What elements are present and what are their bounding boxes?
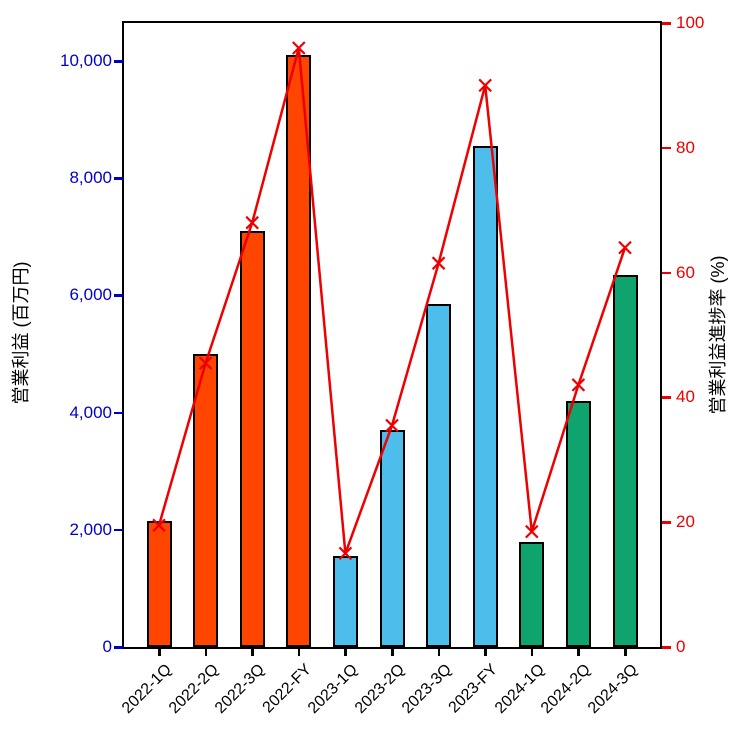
x-tick-label-2023-FY: 2023-FY — [445, 661, 502, 717]
x-tick-2022-1Q — [158, 647, 161, 656]
right-tick-label-40: 40 — [676, 387, 695, 407]
x-tick-label-2022-FY: 2022-FY — [259, 661, 315, 717]
bars-layer — [124, 23, 660, 647]
plot-area — [122, 21, 662, 649]
x-tick-2022-3Q — [251, 647, 254, 656]
right-tick-60 — [662, 271, 671, 275]
x-tick-label-2024-3Q: 2024-3Q — [584, 661, 642, 718]
bar-2022-3Q — [239, 231, 265, 647]
x-tick-label-2023-2Q: 2023-2Q — [351, 661, 409, 718]
right-tick-label-0: 0 — [676, 637, 686, 656]
left-tick-2,000 — [114, 528, 123, 532]
left-tick-label-4,000: 4,000 — [69, 402, 112, 422]
x-tick-2024-3Q — [624, 647, 627, 656]
right-tick-40 — [662, 396, 671, 399]
bar-2024-3Q — [612, 274, 638, 647]
right-tick-0 — [662, 646, 671, 649]
x-tick-2023-2Q — [391, 647, 394, 656]
x-tick-2022-FY — [297, 647, 301, 656]
bar-2023-1Q — [332, 556, 358, 647]
left-tick-10,000 — [114, 60, 123, 63]
left-tick-label-8,000: 8,000 — [69, 168, 112, 188]
x-tick-2024-2Q — [577, 647, 580, 656]
progress-line — [157, 47, 627, 554]
right-tick-label-20: 20 — [676, 512, 695, 532]
x-tick-label-2023-1Q: 2023-1Q — [305, 661, 362, 718]
bar-2023-FY — [472, 146, 498, 647]
right-tick-label-60: 60 — [676, 262, 695, 282]
left-tick-label-2,000: 2,000 — [69, 519, 112, 539]
x-tick-label-2023-3Q: 2023-3Q — [398, 661, 455, 718]
bar-2022-1Q — [146, 521, 172, 647]
x-tick-label-2022-2Q: 2022-2Q — [165, 661, 222, 718]
right-tick-80 — [662, 146, 671, 150]
x-tick-label-2022-3Q: 2022-3Q — [212, 661, 269, 718]
left-tick-label-10,000: 10,000 — [60, 51, 112, 71]
bar-2023-3Q — [426, 304, 452, 647]
x-tick-label-2024-2Q: 2024-2Q — [538, 661, 595, 718]
bar-2022-FY — [286, 55, 312, 647]
bar-2024-1Q — [519, 541, 545, 647]
right-tick-100 — [662, 22, 671, 25]
right-tick-20 — [662, 521, 671, 524]
left-tick-8,000 — [114, 177, 123, 180]
left-tick-0 — [114, 646, 123, 649]
left-tick-label-0: 0 — [102, 637, 112, 656]
x-tick-2023-3Q — [437, 647, 441, 656]
x-tick-2023-1Q — [344, 647, 347, 656]
left-axis-title: 営業利益 (百万円) — [11, 261, 31, 405]
x-tick-label-2022-1Q: 2022-1Q — [118, 661, 176, 718]
progress-line-layer — [152, 41, 632, 561]
x-tick-label-2024-1Q: 2024-1Q — [491, 661, 548, 718]
x-tick-2024-1Q — [530, 647, 534, 656]
right-tick-label-100: 100 — [676, 13, 705, 32]
right-tick-label-80: 80 — [676, 137, 695, 157]
bar-2022-2Q — [193, 354, 219, 647]
left-tick-4,000 — [114, 411, 123, 415]
bar-2023-2Q — [379, 430, 405, 647]
x-markers — [152, 41, 632, 561]
bar-2024-2Q — [565, 400, 591, 647]
x-tick-2023-FY — [484, 647, 487, 656]
left-tick-6,000 — [114, 294, 123, 297]
left-tick-label-6,000: 6,000 — [69, 285, 112, 305]
x-tick-2022-2Q — [204, 647, 208, 656]
